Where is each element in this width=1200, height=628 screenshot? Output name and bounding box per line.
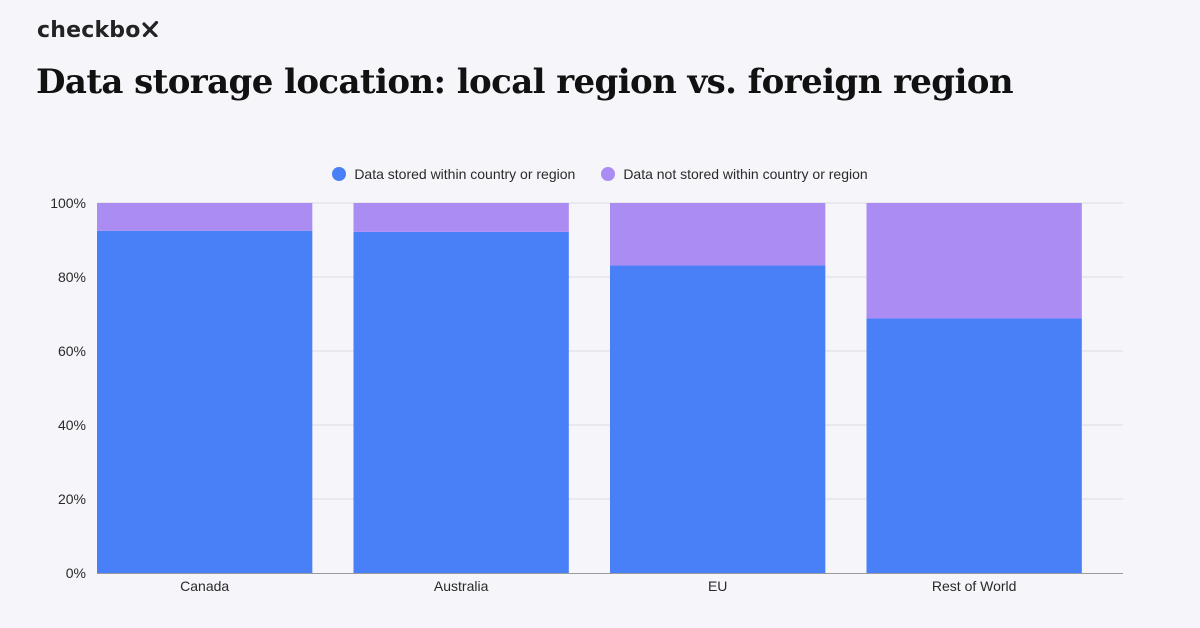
legend-item-foreign: Data not stored within country or region xyxy=(601,166,868,182)
legend-swatch-foreign xyxy=(601,167,616,181)
y-tick-label: 80% xyxy=(58,269,86,285)
legend-label-foreign: Data not stored within country or region xyxy=(623,166,868,182)
bar-segment-local xyxy=(610,265,826,573)
bar-segment-local xyxy=(866,318,1082,573)
chart-title: Data storage location: local region vs. … xyxy=(36,62,1014,102)
chart-legend: Data stored within country or region Dat… xyxy=(0,166,1200,182)
bar-segment-foreign xyxy=(353,203,569,232)
y-tick-label: 60% xyxy=(58,343,86,359)
bar-segment-local xyxy=(97,230,313,573)
brand-x-mark-icon xyxy=(141,18,159,43)
bar-segment-foreign xyxy=(866,203,1082,319)
y-tick-label: 0% xyxy=(66,565,86,581)
brand-name: checkbo xyxy=(37,18,141,43)
bar-segment-foreign xyxy=(97,203,313,231)
x-tick-label: Australia xyxy=(434,578,489,594)
y-tick-label: 100% xyxy=(50,195,86,211)
x-tick-label: Canada xyxy=(180,578,229,594)
x-tick-label: Rest of World xyxy=(932,578,1017,594)
bar-segment-local xyxy=(353,231,569,574)
brand-logo: checkbo xyxy=(37,18,159,43)
y-tick-label: 20% xyxy=(58,491,86,507)
legend-swatch-local xyxy=(332,167,347,181)
legend-item-local: Data stored within country or region xyxy=(332,166,575,182)
x-tick-label: EU xyxy=(708,578,727,594)
legend-label-local: Data stored within country or region xyxy=(354,166,576,182)
bar-segment-foreign xyxy=(610,203,826,266)
y-tick-label: 40% xyxy=(58,417,86,433)
